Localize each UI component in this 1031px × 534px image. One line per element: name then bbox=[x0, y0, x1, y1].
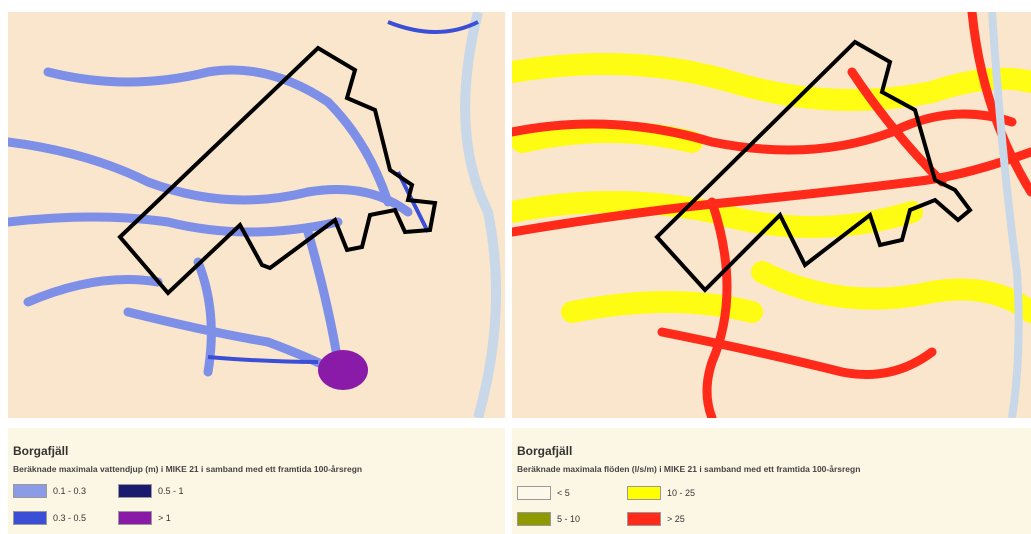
legend-item: 0.3 - 0.5 bbox=[13, 511, 86, 525]
flow-panel: Borgafjäll Beräknade maximala flöden (l/… bbox=[512, 0, 1031, 534]
depth-panel: Borgafjäll Beräknade maximala vattendjup… bbox=[8, 0, 505, 534]
legend-label: 0.1 - 0.3 bbox=[53, 486, 87, 496]
legend: Borgafjäll Beräknade maximala flöden (l/… bbox=[512, 428, 1031, 534]
swatch bbox=[517, 486, 551, 500]
swatch bbox=[517, 512, 551, 526]
legend: Borgafjäll Beräknade maximala vattendjup… bbox=[8, 428, 505, 534]
swatch bbox=[627, 486, 661, 500]
flow-map bbox=[512, 12, 1031, 418]
legend-item: > 25 bbox=[627, 512, 685, 526]
swatch bbox=[13, 484, 47, 498]
swatch bbox=[627, 512, 661, 526]
legend-label: 5 - 10 bbox=[557, 514, 581, 524]
legend-label: 10 - 25 bbox=[667, 488, 696, 498]
legend-item: < 5 bbox=[517, 486, 570, 500]
legend-label: 0.5 - 1 bbox=[158, 486, 184, 496]
legend-label: > 1 bbox=[158, 513, 171, 523]
legend-item: 10 - 25 bbox=[627, 486, 695, 500]
legend-subtitle: Beräknade maximala flöden (l/s/m) i MIKE… bbox=[517, 464, 861, 474]
legend-label: 0.3 - 0.5 bbox=[53, 513, 87, 523]
depth-map bbox=[8, 12, 505, 418]
legend-title: Borgafjäll bbox=[517, 444, 573, 458]
swatch bbox=[13, 511, 47, 525]
swatch bbox=[118, 511, 152, 525]
legend-label: > 25 bbox=[667, 514, 685, 524]
legend-label: < 5 bbox=[557, 488, 570, 498]
legend-title: Borgafjäll bbox=[13, 444, 69, 458]
swatch bbox=[118, 484, 152, 498]
legend-item: > 1 bbox=[118, 511, 171, 525]
legend-item: 0.1 - 0.3 bbox=[13, 484, 86, 498]
legend-item: 5 - 10 bbox=[517, 512, 580, 526]
legend-item: 0.5 - 1 bbox=[118, 484, 184, 498]
legend-subtitle: Beräknade maximala vattendjup (m) i MIKE… bbox=[13, 464, 363, 474]
